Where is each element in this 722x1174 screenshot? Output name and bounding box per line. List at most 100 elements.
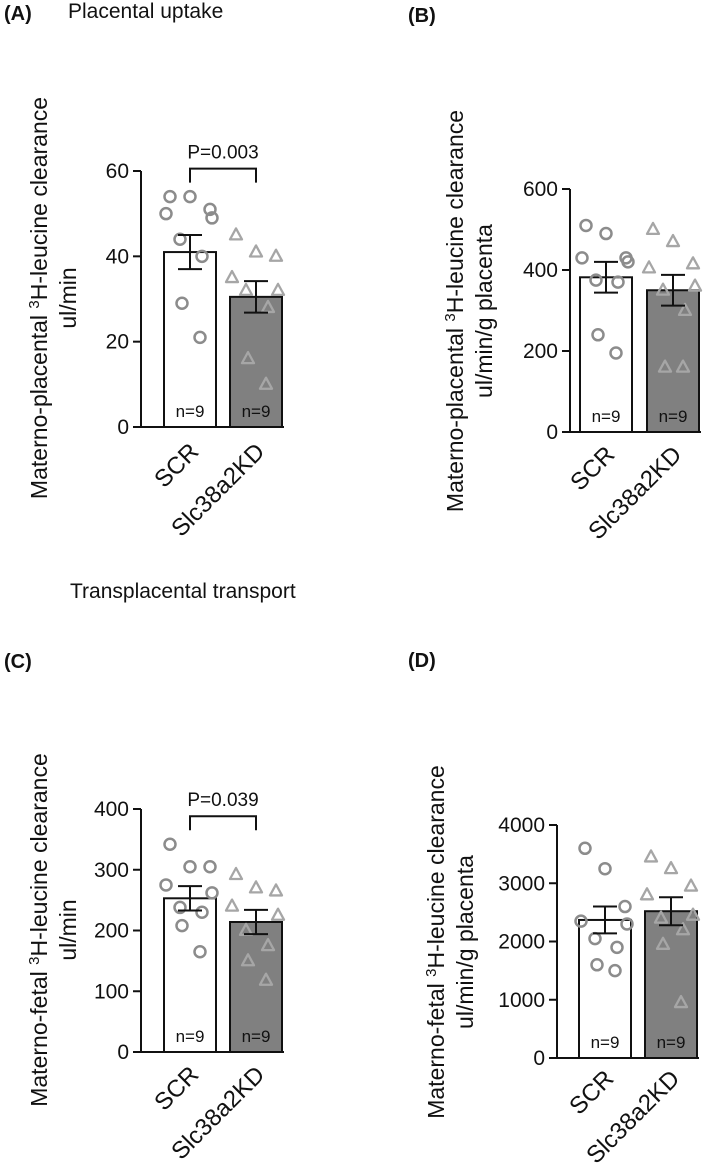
data-point-scr bbox=[598, 861, 612, 876]
data-point-kd bbox=[224, 269, 240, 284]
y-tick-label: 0 bbox=[533, 1047, 545, 1070]
data-point-scr bbox=[159, 206, 173, 221]
y-tick-label: 400 bbox=[94, 798, 129, 821]
data-point-kd bbox=[258, 376, 274, 390]
p-value-label: P=0.003 bbox=[187, 143, 258, 164]
data-point-kd bbox=[653, 910, 669, 924]
data-point-kd bbox=[270, 282, 286, 297]
data-point-scr bbox=[195, 905, 209, 920]
data-point-kd bbox=[238, 282, 254, 297]
data-point-scr bbox=[590, 958, 604, 972]
n-label: n=9 bbox=[592, 407, 621, 426]
data-point-kd bbox=[685, 907, 701, 921]
panel-label: (C) bbox=[4, 651, 32, 673]
y-axis-title: Materno-placental 3H-leucine clearance bbox=[442, 110, 469, 512]
data-point-scr bbox=[574, 914, 588, 928]
y-axis-title: Materno-fetal 3H-leucine clearance bbox=[423, 765, 450, 1119]
n-label: n=9 bbox=[659, 407, 688, 426]
y-axis-title: Materno-fetal 3H-leucine clearance bbox=[26, 753, 53, 1107]
data-point-kd bbox=[683, 878, 699, 892]
ylabel-part: H-leucine clearance bbox=[26, 97, 52, 300]
data-point-scr bbox=[195, 249, 209, 264]
panel-C: (C) Materno-fetal 3H-leucine clearance ul/… bbox=[4, 651, 286, 1165]
n-label: n=9 bbox=[242, 402, 271, 421]
data-point-kd bbox=[673, 994, 689, 1009]
data-point-kd bbox=[228, 227, 244, 241]
y-axis-subtitle: ul/min bbox=[55, 899, 81, 960]
data-point-kd bbox=[655, 282, 671, 296]
data-point-scr bbox=[620, 917, 634, 931]
ylabel-part: H-leucine clearance bbox=[442, 110, 468, 313]
y-tick-label: 200 bbox=[94, 920, 129, 943]
data-point-scr bbox=[205, 886, 219, 900]
n-label: n=9 bbox=[176, 402, 205, 421]
y-tick-label: 300 bbox=[94, 859, 129, 882]
data-point-kd bbox=[645, 221, 661, 236]
data-point-scr bbox=[599, 226, 613, 241]
bar-scr bbox=[163, 251, 217, 428]
data-point-kd bbox=[248, 244, 264, 258]
data-point-kd bbox=[224, 898, 240, 912]
panel-A: (A) Materno-placental 3H-leucine clearanc… bbox=[4, 3, 286, 542]
bar-scr bbox=[579, 276, 633, 434]
data-point-kd bbox=[268, 248, 284, 262]
data-point-kd bbox=[677, 302, 693, 317]
data-point-kd bbox=[675, 922, 691, 936]
data-point-scr bbox=[579, 218, 593, 233]
data-point-kd bbox=[663, 860, 679, 875]
data-point-kd bbox=[228, 866, 244, 881]
section-title-top: Placental uptake bbox=[68, 0, 223, 23]
y-axis-subtitle: ul/min bbox=[55, 267, 81, 328]
ylabel-superscript: 3 bbox=[26, 300, 43, 308]
data-point-kd bbox=[639, 887, 655, 901]
y-tick-label: 0 bbox=[117, 1041, 129, 1064]
data-point-scr bbox=[611, 275, 625, 289]
n-label: n=9 bbox=[242, 1027, 271, 1046]
significance-bracket bbox=[189, 167, 257, 183]
data-point-scr bbox=[173, 900, 187, 915]
data-point-kd bbox=[258, 972, 274, 986]
y-tick-label: 2000 bbox=[498, 931, 545, 954]
data-point-scr bbox=[193, 945, 207, 959]
panel-D: (D) Materno-fetal 3H-leucine clearance ul/… bbox=[408, 650, 701, 1169]
y-tick-label: 4000 bbox=[498, 814, 545, 837]
ylabel-part: Materno-fetal bbox=[423, 977, 449, 1119]
data-point-kd bbox=[643, 849, 659, 863]
panel-label: (D) bbox=[408, 650, 436, 672]
data-point-scr bbox=[163, 837, 177, 851]
n-label: n=9 bbox=[591, 1033, 620, 1052]
y-tick-label: 100 bbox=[94, 980, 129, 1003]
data-point-kd bbox=[655, 936, 671, 950]
category-label: SCR bbox=[149, 438, 204, 493]
p-value-label: P=0.039 bbox=[187, 790, 258, 811]
panel-label: (A) bbox=[4, 3, 32, 25]
data-point-kd bbox=[665, 233, 681, 248]
data-point-scr bbox=[175, 918, 189, 933]
data-point-kd bbox=[240, 953, 256, 967]
y-axis-subtitle: ul/min/g placenta bbox=[471, 224, 497, 398]
data-point-kd bbox=[260, 937, 276, 952]
data-point-kd bbox=[685, 256, 701, 270]
data-point-scr bbox=[183, 859, 197, 874]
y-tick-label: 600 bbox=[523, 178, 558, 201]
y-tick-label: 20 bbox=[106, 331, 129, 354]
data-point-kd bbox=[268, 883, 284, 897]
ylabel-superscript: 3 bbox=[442, 313, 459, 321]
bar-slc38a2kd bbox=[229, 295, 283, 428]
data-point-kd bbox=[641, 260, 657, 274]
panel-B: (B) Materno-placental 3H-leucine clearanc… bbox=[408, 5, 703, 545]
y-tick-label: 3000 bbox=[498, 872, 545, 895]
y-tick-label: 400 bbox=[523, 259, 558, 282]
y-tick-label: 1000 bbox=[498, 989, 545, 1012]
panel-label: (B) bbox=[408, 5, 436, 27]
category-label: SCR bbox=[565, 441, 620, 496]
ylabel-superscript: 3 bbox=[423, 969, 440, 977]
data-point-scr bbox=[575, 251, 589, 265]
significance-bracket bbox=[189, 815, 257, 831]
data-point-scr bbox=[163, 189, 177, 204]
data-point-scr bbox=[609, 346, 623, 360]
n-label: n=9 bbox=[657, 1033, 686, 1052]
data-point-scr bbox=[618, 899, 632, 914]
ylabel-part: Materno-placental bbox=[442, 322, 468, 513]
